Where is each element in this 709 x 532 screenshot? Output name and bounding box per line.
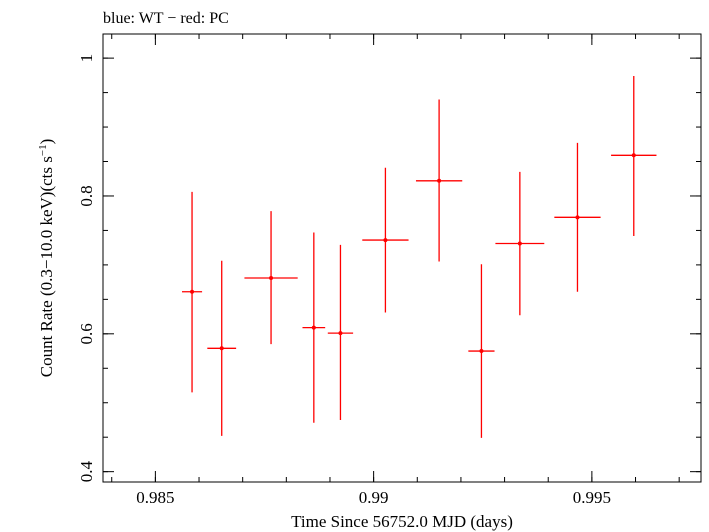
data-series-pc: [182, 76, 657, 438]
data-point: [415, 99, 463, 262]
data-marker: [575, 215, 580, 220]
data-point: [302, 232, 326, 423]
data-point: [495, 171, 545, 316]
data-marker: [517, 241, 522, 246]
data-marker: [383, 238, 388, 243]
data-point: [611, 76, 657, 236]
y-axis-label-close: ): [37, 139, 56, 145]
y-axis-label-sup: −1: [37, 144, 49, 156]
x-tick-label: 0.985: [136, 488, 174, 507]
y-tick-label: 1: [77, 54, 96, 63]
x-tick-label: 0.995: [573, 488, 611, 507]
data-point: [327, 244, 354, 420]
plot-frame: [102, 33, 702, 483]
minor-ticks: [103, 34, 701, 482]
data-marker: [338, 331, 343, 336]
header-caption: blue: WT − red: PC: [103, 10, 229, 27]
data-point: [182, 191, 203, 393]
data-point: [362, 167, 409, 313]
x-tick-label: 0.99: [359, 488, 389, 507]
major-ticks: [103, 34, 701, 482]
data-point: [554, 142, 601, 292]
tick-labels: 0.985 0.99 0.995 0.4 0.6 0.8 1: [77, 54, 611, 507]
data-marker: [311, 325, 316, 330]
data-marker: [631, 153, 636, 158]
y-axis-label-main: Count Rate (0.3−10.0 keV)(cts s: [37, 156, 56, 377]
data-point: [207, 260, 237, 436]
data-point: [244, 211, 298, 345]
x-axis-label: Time Since 56752.0 MJD (days): [291, 512, 513, 531]
data-marker: [437, 178, 442, 183]
data-marker: [190, 289, 195, 294]
data-marker: [479, 349, 484, 354]
y-axis-label: Count Rate (0.3−10.0 keV)(cts s−1): [37, 139, 56, 378]
y-tick-label: 0.4: [77, 461, 96, 483]
y-tick-label: 0.8: [77, 185, 96, 206]
data-marker: [219, 346, 224, 351]
y-tick-label: 0.6: [77, 323, 96, 344]
data-point: [468, 264, 495, 438]
data-marker: [269, 275, 274, 280]
